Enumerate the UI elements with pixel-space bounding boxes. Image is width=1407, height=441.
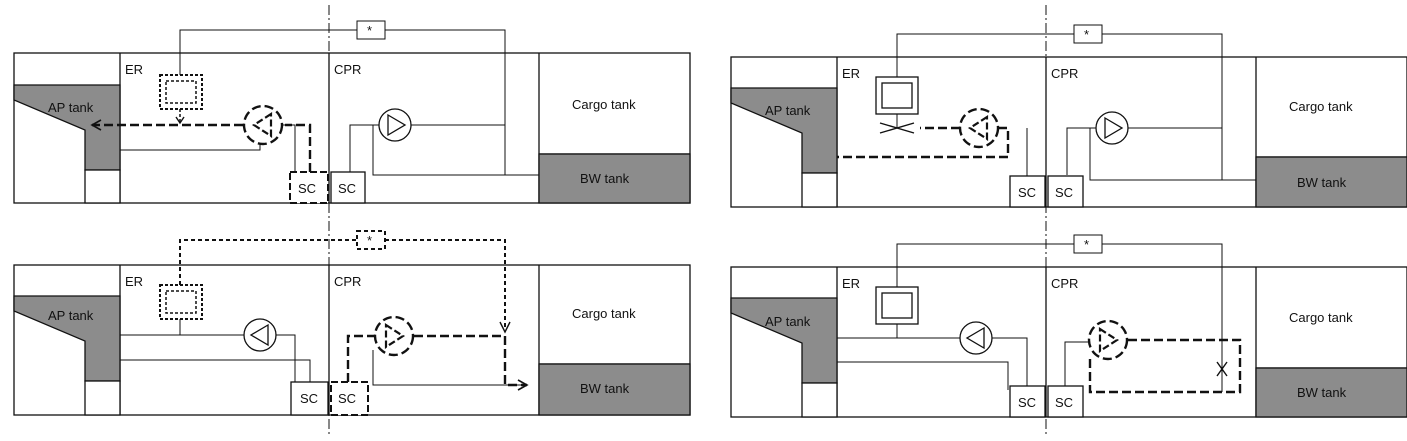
- ap-tank: [730, 87, 838, 174]
- er-pump: [958, 107, 1000, 149]
- er-pump: [242, 104, 284, 146]
- cpr-label: CPR: [1051, 66, 1078, 81]
- panel-top-right: AP tank BW tank Cargo tank ER CPR * SC S…: [730, 24, 1407, 208]
- er-label: ER: [842, 66, 860, 81]
- star-box: [356, 20, 386, 40]
- sc-label-cpr: SC: [338, 181, 356, 196]
- sc-box-er: [1009, 385, 1046, 418]
- star-label: *: [1084, 27, 1089, 42]
- cpr-pump: [373, 315, 415, 357]
- sc-label-er: SC: [300, 391, 318, 406]
- star-box: [356, 230, 386, 250]
- bw-tank: [538, 363, 691, 416]
- bw-tank: [1255, 367, 1407, 418]
- panel-top-left: AP tank BW tank Cargo tank ER CPR * SC S…: [13, 20, 691, 204]
- bw-tank-label: BW tank: [580, 171, 630, 186]
- sc-box-cpr: [330, 171, 366, 204]
- sc-label-er: SC: [298, 181, 316, 196]
- ap-tank-label: AP tank: [765, 103, 811, 118]
- star-label: *: [367, 23, 372, 38]
- star-label: *: [367, 233, 372, 248]
- sc-label-cpr: SC: [338, 391, 356, 406]
- bw-tank-label: BW tank: [580, 381, 630, 396]
- cargo-tank-label: Cargo tank: [572, 306, 636, 321]
- bw-tank-label: BW tank: [1297, 385, 1347, 400]
- ap-tank: [730, 297, 838, 384]
- er-label: ER: [125, 62, 143, 77]
- cpr-label: CPR: [334, 62, 361, 77]
- bw-tank: [538, 153, 691, 204]
- cargo-tank-label: Cargo tank: [1289, 310, 1353, 325]
- cpr-pump: [1087, 319, 1129, 361]
- ap-tank-label: AP tank: [48, 100, 94, 115]
- sc-box-cpr: [1047, 385, 1084, 418]
- cpr-label: CPR: [334, 274, 361, 289]
- sc-label-cpr: SC: [1055, 185, 1073, 200]
- star-box: [1073, 234, 1103, 254]
- panel-bottom-left: AP tank BW tank Cargo tank ER CPR * SC S…: [13, 230, 691, 416]
- cargo-tank-label: Cargo tank: [572, 97, 636, 112]
- flow-path: [285, 123, 312, 172]
- er-label: ER: [125, 274, 143, 289]
- panel-bottom-right: AP tank BW tank Cargo tank ER CPR * SC S…: [730, 234, 1407, 418]
- cargo-tank-label: Cargo tank: [1289, 99, 1353, 114]
- flow-path: [346, 334, 375, 382]
- sc-box-er: [1009, 175, 1046, 208]
- er-pump: [959, 321, 993, 355]
- er-label: ER: [842, 276, 860, 291]
- sc-box-cpr: [1047, 175, 1084, 208]
- bw-tank-label: BW tank: [1297, 175, 1347, 190]
- sc-label-cpr: SC: [1055, 395, 1073, 410]
- bw-tank: [1255, 156, 1407, 208]
- sc-label-er: SC: [1018, 395, 1036, 410]
- ap-tank-label: AP tank: [48, 308, 94, 323]
- er-unit: [159, 284, 203, 320]
- sc-label-er: SC: [1018, 185, 1036, 200]
- ap-tank: [13, 84, 121, 171]
- star-label: *: [1084, 237, 1089, 252]
- er-unit: [159, 74, 203, 110]
- er-pump: [243, 318, 277, 352]
- sc-box-er: [290, 381, 329, 416]
- cpr-label: CPR: [1051, 276, 1078, 291]
- star-box: [1073, 24, 1103, 44]
- sc-box-er: [289, 171, 329, 204]
- ap-tank-label: AP tank: [765, 314, 811, 329]
- flow-path: [1088, 338, 1242, 394]
- sc-box-cpr: [330, 381, 369, 416]
